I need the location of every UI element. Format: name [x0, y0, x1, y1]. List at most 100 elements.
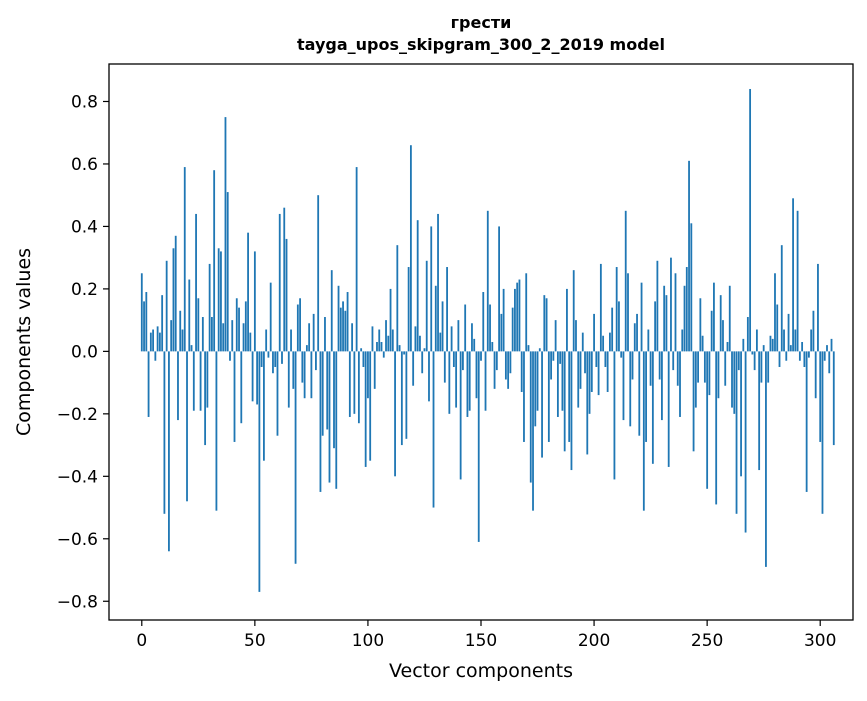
bar-209	[613, 351, 616, 480]
bar-237	[676, 351, 679, 386]
y-tick-label: 0.8	[71, 92, 98, 112]
bar-163	[509, 351, 512, 374]
bar-273	[758, 351, 761, 471]
bar-81	[324, 317, 326, 352]
bar-288	[792, 198, 794, 352]
bar-155	[491, 342, 494, 352]
bar-292	[801, 342, 804, 352]
bar-286	[787, 313, 790, 352]
bar-106	[380, 342, 383, 352]
bar-212	[620, 351, 623, 358]
bar-112	[394, 351, 396, 477]
bar-113	[396, 245, 399, 352]
x-tick-label: 250	[691, 631, 723, 651]
bar-232	[665, 295, 668, 352]
bar-40	[231, 320, 234, 352]
bar-138	[452, 351, 455, 367]
bar-77	[315, 351, 317, 371]
bar-199	[590, 351, 593, 392]
bar-130	[434, 285, 437, 352]
bar-260	[728, 285, 731, 352]
bar-152	[484, 351, 487, 411]
bar-251	[708, 351, 711, 396]
y-tick-label: 0.0	[71, 342, 98, 362]
bar-255	[717, 351, 720, 399]
y-tick-label: −0.8	[57, 592, 98, 612]
bar-83	[328, 351, 331, 483]
bar-217	[631, 351, 634, 380]
bar-35	[220, 251, 222, 352]
bar-224	[647, 329, 650, 352]
bar-144	[466, 351, 469, 417]
bar-27	[201, 317, 204, 352]
bar-272	[755, 329, 758, 352]
bar-25	[197, 298, 200, 352]
bar-91	[346, 292, 349, 352]
bar-123	[419, 335, 421, 352]
bar-7	[156, 326, 159, 352]
bar-181	[550, 351, 553, 380]
y-axis-label: Components values	[13, 248, 35, 436]
bar-53	[260, 351, 263, 367]
bar-280	[774, 273, 776, 352]
bar-series	[140, 88, 835, 592]
bar-170	[525, 273, 528, 352]
bar-67	[292, 351, 295, 389]
bar-80	[321, 351, 324, 436]
bar-258	[724, 351, 727, 386]
bar-303	[826, 345, 828, 352]
bar-154	[489, 304, 491, 352]
bar-55	[265, 329, 268, 352]
bar-94	[353, 351, 356, 414]
bar-79	[319, 351, 322, 492]
bar-92	[348, 351, 351, 417]
bar-57	[269, 282, 272, 352]
bar-128	[430, 226, 433, 352]
bar-14	[172, 248, 175, 352]
bar-263	[735, 351, 738, 514]
bar-70	[299, 298, 301, 352]
bar-54	[263, 351, 265, 461]
bar-290	[796, 210, 799, 352]
bar-203	[599, 263, 602, 352]
bar-126	[425, 260, 428, 352]
bar-38	[226, 192, 229, 352]
bar-215	[627, 273, 629, 352]
bar-226	[651, 351, 654, 464]
bar-61	[278, 213, 281, 352]
bar-298	[814, 351, 817, 399]
bar-74	[308, 323, 311, 352]
bar-253	[713, 282, 715, 352]
bar-120	[412, 351, 415, 386]
bar-291	[798, 351, 801, 361]
bar-59	[274, 351, 277, 367]
bar-246	[697, 351, 699, 383]
bar-56	[267, 351, 270, 358]
bar-259	[726, 342, 729, 352]
bar-41	[233, 351, 236, 442]
bar-86	[335, 351, 338, 489]
bar-189	[568, 351, 571, 442]
bar-32	[213, 170, 216, 352]
bar-283	[780, 245, 783, 352]
bar-227	[654, 301, 657, 352]
bar-89	[342, 301, 344, 352]
bar-266	[742, 338, 745, 352]
bar-19	[183, 167, 186, 352]
bar-185	[559, 351, 562, 364]
bar-75	[310, 351, 313, 399]
x-axis: 0 50 100 150 200 250 300	[136, 620, 836, 651]
bar-133	[441, 301, 444, 352]
bar-219	[636, 313, 638, 352]
bar-205	[604, 351, 607, 367]
bar-18	[181, 329, 184, 352]
y-tick-label: −0.2	[57, 405, 98, 425]
bar-119	[409, 145, 412, 352]
bar-201	[595, 351, 598, 367]
bar-148	[475, 351, 478, 399]
bar-147	[473, 338, 476, 352]
bar-51	[256, 351, 259, 405]
bar-82	[326, 351, 329, 430]
